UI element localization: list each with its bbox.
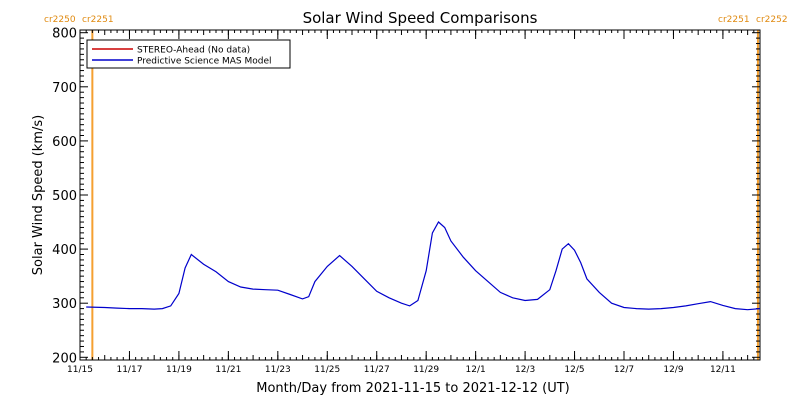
- carrington-label-right: cr2251: [82, 15, 114, 25]
- y-axis: 200 300 400 500 600 700 800: [52, 27, 760, 366]
- x-tick-label: 11/17: [116, 365, 142, 375]
- y-tick-label: 200: [52, 351, 77, 366]
- x-tick-label: 11/19: [166, 365, 192, 375]
- x-tick-label: 11/29: [413, 365, 439, 375]
- x-tick-label: 12/5: [564, 365, 584, 375]
- x-tick-label: 11/25: [314, 365, 340, 375]
- y-axis-label: Solar Wind Speed (km/s): [31, 115, 46, 275]
- legend: STEREO-Ahead (No data)Predictive Science…: [86, 39, 291, 69]
- carrington-label-left: cr2250: [44, 15, 76, 25]
- y-tick-label: 400: [52, 243, 77, 258]
- legend-box: [86, 39, 291, 69]
- plot-frame: [79, 29, 761, 361]
- x-tick-label: 12/7: [614, 365, 634, 375]
- y-tick-label: 800: [52, 27, 77, 42]
- carrington-label-left: cr2251: [718, 15, 750, 25]
- x-tick-label: 12/1: [466, 365, 486, 375]
- x-axis-label: Month/Day from 2021-11-15 to 2021-12-12 …: [256, 381, 569, 396]
- series-line-mas-model: [86, 221, 761, 311]
- x-axis: 11/15 11/17 11/19 11/21 11/23 11/25 11/27 11/29…: [67, 30, 761, 375]
- x-tick-label: 11/15: [67, 365, 93, 375]
- y-tick-label: 600: [52, 135, 77, 150]
- y-tick-label: 300: [52, 297, 77, 312]
- x-tick-label: 12/9: [663, 365, 683, 375]
- y-tick-label: 700: [52, 81, 77, 96]
- series-layer: [86, 221, 761, 311]
- carrington-label-right: cr2252: [756, 15, 788, 25]
- x-tick-label: 12/3: [515, 365, 535, 375]
- y-tick-label: 500: [52, 189, 77, 204]
- legend-label: STEREO-Ahead (No data): [137, 46, 250, 56]
- x-tick-label: 11/27: [364, 365, 390, 375]
- x-tick-label: 11/21: [215, 365, 241, 375]
- x-tick-label: 12/11: [710, 365, 736, 375]
- x-tick-label: 11/23: [265, 365, 291, 375]
- legend-label: Predictive Science MAS Model: [137, 57, 272, 67]
- chart-title: Solar Wind Speed Comparisons: [303, 9, 538, 27]
